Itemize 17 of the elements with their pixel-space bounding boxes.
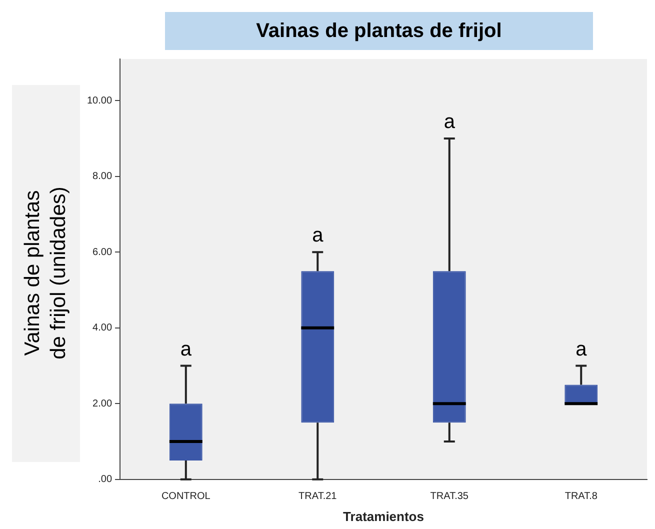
x-tick-label: CONTROL — [161, 491, 211, 502]
chart-title: Vainas de plantas de frijol — [165, 12, 593, 50]
y-tick-label: .00 — [98, 474, 112, 486]
annotation: a — [444, 111, 456, 134]
y-tick-label: 4.00 — [92, 322, 112, 334]
y-tick-label: 6.00 — [92, 246, 112, 258]
x-axis-title: Tratamientos — [343, 508, 424, 524]
y-tick-label: 2.00 — [92, 398, 112, 410]
annotation: a — [576, 338, 588, 360]
y-tick-label: 10.00 — [86, 95, 112, 106]
x-tick-label: TRAT.21 — [298, 491, 338, 502]
x-tick-label: TRAT.8 — [564, 491, 598, 502]
annotation: a — [180, 338, 192, 360]
x-tick-label: TRAT.35 — [430, 491, 469, 502]
y-tick-label: 8.00 — [92, 171, 112, 182]
y-axis-title: Vainas de plantas de frijol (unidades) — [20, 186, 71, 362]
annotation: a — [312, 224, 324, 247]
